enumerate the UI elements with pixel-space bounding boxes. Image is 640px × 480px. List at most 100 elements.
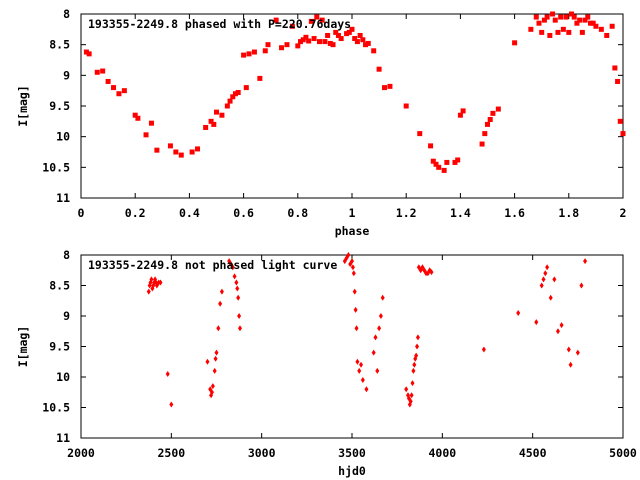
data-point (404, 386, 409, 393)
data-point (452, 159, 458, 165)
data-point (205, 358, 210, 365)
data-point (146, 288, 151, 295)
data-point (346, 29, 352, 35)
data-point (232, 91, 238, 97)
y-axis-label-not-phased: I[mag] (16, 326, 30, 368)
data-point (544, 14, 550, 20)
data-point (344, 31, 350, 37)
data-point (86, 51, 92, 57)
data-point (158, 279, 163, 286)
data-point (555, 29, 561, 35)
data-point (189, 149, 195, 155)
data-point (378, 313, 383, 319)
data-point (230, 264, 235, 271)
data-point (94, 69, 100, 75)
data-point (262, 48, 268, 54)
data-point (364, 386, 369, 393)
data-points-phased (83, 11, 626, 173)
data-point (604, 32, 610, 38)
data-point (560, 26, 566, 32)
data-point (230, 94, 236, 100)
data-point (143, 132, 149, 138)
data-point (359, 361, 364, 368)
y-tick-label: 8.5 (49, 279, 70, 293)
data-point (360, 37, 366, 43)
data-point (165, 370, 170, 377)
x-tick-label: 0 (78, 206, 85, 220)
data-point (219, 288, 224, 295)
data-point (377, 325, 382, 332)
data-point (360, 377, 365, 384)
data-point (415, 343, 420, 350)
data-point (303, 34, 309, 40)
data-point (355, 358, 360, 365)
data-points-not-phased (146, 252, 588, 408)
x-tick-label: 2 (620, 206, 627, 220)
data-point (490, 110, 496, 116)
data-point (241, 52, 247, 58)
y-tick-label: 11 (56, 191, 70, 205)
data-point (371, 48, 377, 54)
data-point (83, 49, 89, 55)
data-point (116, 91, 122, 97)
data-point (550, 11, 556, 17)
data-point (429, 269, 434, 276)
data-point (227, 98, 233, 104)
data-point (363, 42, 369, 48)
data-point (349, 26, 355, 32)
data-point (541, 17, 547, 23)
x-tick-label: 5000 (609, 446, 637, 460)
data-point (563, 14, 569, 20)
data-point (441, 167, 447, 173)
data-point (350, 264, 355, 271)
data-point (335, 32, 341, 38)
y-tick-label: 10.5 (42, 401, 70, 415)
data-point (352, 288, 357, 295)
data-point (351, 270, 356, 277)
x-tick-label: 3000 (248, 446, 276, 460)
x-tick-label: 1.8 (558, 206, 579, 220)
y-tick-label: 10 (56, 370, 70, 384)
data-point (571, 14, 577, 20)
plot-frame-phased (80, 13, 624, 199)
y-tick-label: 8 (63, 7, 70, 21)
data-point (354, 39, 360, 45)
data-point (111, 85, 117, 91)
data-point (325, 32, 331, 38)
data-point (547, 32, 553, 38)
data-point (308, 18, 314, 24)
data-point (167, 143, 173, 149)
x-axis-label-not-phased: hjd0 (338, 464, 366, 478)
x-tick-label: 4000 (428, 446, 456, 460)
panel-not-phased: 2000 2500 3000 3500 4000 4500 5000 8 8.5 9 9.5 10 10… (16, 248, 637, 478)
data-point (289, 23, 295, 29)
data-point (566, 29, 572, 35)
data-point (403, 103, 409, 109)
chart-title-not-phased: 193355-2249.8 not phased light curve (88, 258, 337, 272)
x-tick-label: 2500 (157, 446, 185, 460)
data-point (376, 66, 382, 72)
data-point (300, 37, 306, 43)
data-point (214, 109, 219, 115)
data-point (620, 131, 626, 137)
data-point (235, 285, 240, 292)
data-point (322, 39, 328, 45)
data-point (575, 349, 580, 356)
data-point (121, 88, 127, 94)
data-point (408, 398, 413, 405)
data-point (354, 325, 359, 332)
data-point (579, 282, 584, 289)
data-point (154, 147, 160, 153)
data-point (327, 40, 333, 46)
data-point (582, 17, 588, 23)
data-point (568, 361, 573, 368)
data-point (209, 389, 214, 396)
data-point (414, 352, 419, 359)
panel-phased: 0 0.2 0.4 0.6 0.8 1 1.2 1.4 1.6 1.8 2 8 8.5 9 9.5 10 10.… (16, 7, 626, 238)
x-tick-label: 1 (349, 206, 356, 220)
data-point (460, 108, 466, 114)
data-point (375, 367, 380, 374)
data-point (178, 152, 184, 158)
data-point (577, 17, 583, 23)
